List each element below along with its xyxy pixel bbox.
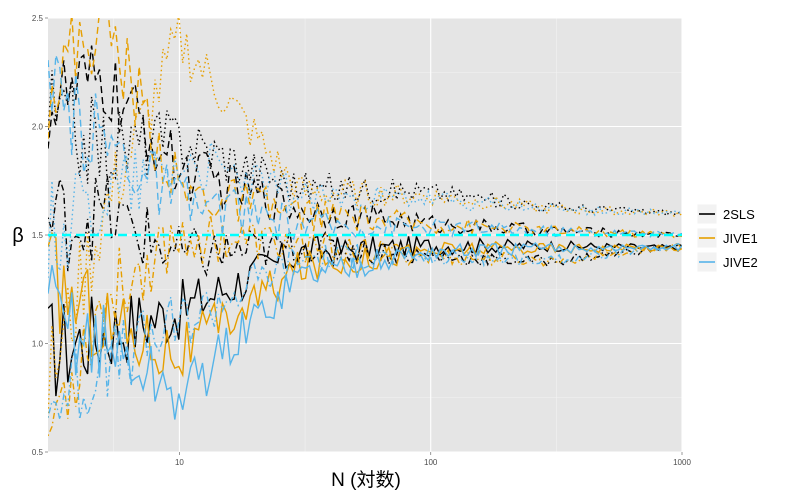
y-axis-title: β: [12, 225, 24, 247]
y-tick-label: 2.5: [32, 14, 44, 23]
legend-label-2sls: 2SLS: [723, 207, 755, 222]
series-jive2-solid: [48, 241, 682, 420]
x-tick-label: 100: [424, 458, 438, 467]
legend: 2SLS JIVE1 JIVE2: [696, 203, 758, 273]
series-jive2-dotted: [48, 140, 682, 278]
series-jive1-dashed: [48, 18, 682, 239]
legend-label-jive2: JIVE2: [723, 255, 758, 270]
series-jive2-dotdash: [48, 242, 682, 420]
x-axis-title: N (対数): [331, 469, 401, 491]
y-tick-label: 0.5: [32, 448, 44, 457]
x-tick-label: 1000: [673, 458, 691, 467]
series-layer: [48, 18, 682, 437]
x-axis-ticks: 10 100 1000: [175, 452, 691, 467]
y-axis-ticks: 0.5 1.0 1.5 2.0 2.5: [32, 14, 48, 457]
series-jive1-dotted: [48, 18, 682, 418]
legend-label-jive1: JIVE1: [723, 231, 758, 246]
y-tick-label: 1.5: [32, 231, 44, 240]
series-2sls-dotdash: [48, 175, 682, 278]
y-tick-label: 2.0: [32, 123, 44, 132]
x-tick-label: 10: [175, 458, 184, 467]
y-tick-label: 1.0: [32, 340, 44, 349]
series-jive2-dashed: [48, 54, 682, 241]
